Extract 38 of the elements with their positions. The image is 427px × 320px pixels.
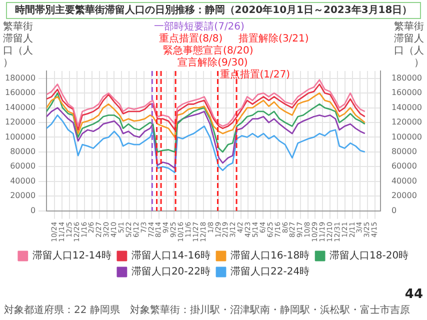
ref-line-label: 重点措置(8/8) bbox=[158, 32, 223, 45]
text: 対象繁華街：掛川駅・沼津駅南・静岡駅・浜松駅・富士市吉原 bbox=[130, 304, 410, 317]
y2-tick-label: 100000 bbox=[391, 132, 422, 142]
y2-tick-label: 140000 bbox=[391, 102, 422, 112]
y-tick-label: 160000 bbox=[4, 88, 36, 98]
y-tick-label: 120000 bbox=[4, 118, 36, 127]
y2-tick-label: 60000 bbox=[391, 162, 417, 171]
y2-tick-label: 80000 bbox=[391, 147, 417, 156]
text: 44 bbox=[404, 287, 423, 302]
y-tick-label: 0 bbox=[30, 206, 36, 215]
y-tick-label: 100000 bbox=[4, 132, 36, 142]
text: 対象都道府県：22 静岡県 bbox=[4, 304, 120, 317]
ref-line-label: 措置解除(3/21) bbox=[238, 32, 309, 45]
chart-title: 時間帯別主要繁華街滞留人口の日別推移：静岡（2020年10月1日～2023年3月18日） bbox=[6, 2, 421, 19]
y2-tick-label: 40000 bbox=[391, 176, 417, 186]
legend-label: 滞留人口22-24時 bbox=[230, 266, 310, 278]
y-tick-label: 60000 bbox=[10, 162, 36, 171]
y-tick-label: 180000 bbox=[4, 73, 36, 82]
y-tick-label: 140000 bbox=[4, 102, 36, 112]
legend-label: 滞留人口16-18時 bbox=[230, 250, 310, 262]
y2-tick-label: 0 bbox=[391, 206, 397, 215]
y2-tick-label: 20000 bbox=[391, 191, 417, 200]
y2-axis-title: 繁華街滞留人口（人） bbox=[394, 20, 424, 69]
legend-label: 滞留人口12-14時 bbox=[32, 250, 112, 262]
y-tick-label: 20000 bbox=[10, 191, 36, 200]
y2-tick-label: 160000 bbox=[391, 88, 422, 98]
ref-line-label: 緊急事態宣言(8/20) bbox=[163, 44, 254, 57]
y-axis-title: 繁華街滞留人口（人） bbox=[3, 20, 33, 69]
y-tick-label: 80000 bbox=[10, 147, 36, 156]
ref-line-label: 重点措置(1/27) bbox=[220, 68, 290, 81]
ref-line-label: 宣言解除(9/30) bbox=[178, 56, 248, 69]
y-tick-label: 40000 bbox=[10, 176, 36, 186]
y2-tick-label: 120000 bbox=[391, 118, 422, 127]
legend-label: 滞留人口18-20時 bbox=[330, 250, 409, 262]
legend-label: 滞留人口14-16時 bbox=[131, 250, 211, 262]
y2-tick-label: 180000 bbox=[391, 73, 422, 82]
legend-label: 滞留人口20-22時 bbox=[131, 266, 211, 278]
ref-line-label: 一部時短要請(7/26) bbox=[154, 20, 245, 33]
